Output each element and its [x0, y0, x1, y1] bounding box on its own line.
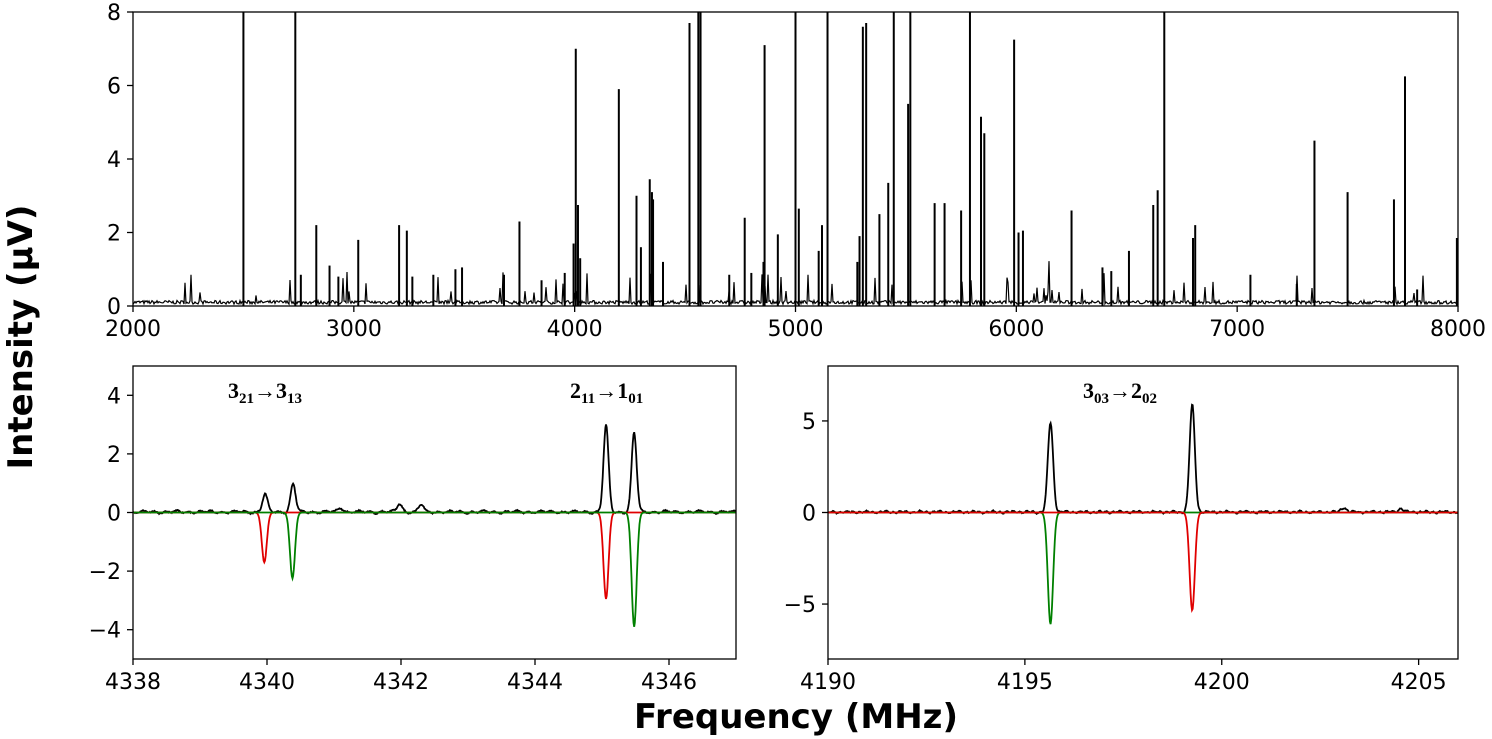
transition-label-211-101: 211→101: [570, 378, 643, 407]
x-tick-label: 4338: [105, 670, 161, 695]
overview-spectrum-panel: 2000 3000 4000 5000 6000 7000 8000 0 2 4 6 8: [105, 1, 1486, 342]
zoom-panel-right: 4190 4195 4200 4205 5 0 −5 303→202: [784, 365, 1459, 695]
x-tick-label: 7000: [1209, 317, 1265, 342]
x-tick-label: 4195: [997, 670, 1053, 695]
x-tick-label: 4344: [507, 670, 563, 695]
plot-frame: [132, 365, 737, 660]
x-tick-label: 4200: [1194, 670, 1250, 695]
y-tick-label: 0: [107, 502, 121, 527]
simulated-red-line: [828, 511, 1458, 613]
transition-label-303-202: 303→202: [1083, 378, 1157, 407]
observed-spectrum-line: [133, 424, 736, 516]
annotation-subscript: 11: [581, 391, 595, 407]
observed-spectrum-line: [828, 403, 1458, 515]
simulated-green-line: [828, 511, 1458, 625]
x-tick-label: 2000: [105, 317, 161, 342]
x-tick-label: 8000: [1430, 317, 1486, 342]
y-tick-label: 5: [802, 410, 816, 435]
x-tick-label: 4340: [239, 670, 295, 695]
y-tick-label: 6: [107, 75, 121, 100]
simulated-green-line: [133, 511, 736, 627]
x-tick-label: 4190: [800, 670, 856, 695]
annotation-subscript: 13: [287, 391, 302, 407]
annotation-text: 2: [570, 378, 581, 403]
annotation-text: →: [254, 378, 276, 403]
y-tick-label: −2: [89, 560, 121, 585]
x-axis-title: Frequency (MHz): [634, 697, 958, 737]
annotation-subscript: 01: [628, 391, 643, 407]
plot-frame: [827, 365, 1459, 660]
annotation-text: 3: [228, 378, 239, 403]
annotation-text: 3: [276, 378, 287, 403]
transition-label-321-313: 321→313: [228, 378, 302, 407]
y-tick-label: 2: [107, 443, 121, 468]
y-tick-label: 2: [107, 222, 121, 247]
x-tick-label: 4346: [641, 670, 697, 695]
plot-frame: [132, 11, 1459, 307]
x-tick-label: 5000: [768, 317, 824, 342]
annotation-text: →: [1109, 378, 1131, 403]
x-tick-label: 4342: [373, 670, 429, 695]
x-tick-label: 4000: [547, 317, 603, 342]
annotation-text: 1: [617, 378, 628, 403]
simulated-red-line: [133, 511, 736, 600]
annotation-text: 3: [1083, 378, 1094, 403]
x-tick-label: 4205: [1391, 670, 1447, 695]
annotation-subscript: 21: [239, 391, 254, 407]
y-tick-label: 4: [107, 384, 121, 409]
y-axis-title: Intensity (μV): [1, 205, 41, 470]
y-tick-label: −5: [784, 593, 816, 618]
annotation-text: 2: [1131, 378, 1142, 403]
x-tick-label: 3000: [326, 317, 382, 342]
annotation-subscript: 02: [1142, 391, 1157, 407]
y-tick-label: 0: [107, 295, 121, 320]
y-tick-label: 4: [107, 148, 121, 173]
y-tick-label: −4: [89, 619, 121, 644]
y-tick-label: 0: [802, 502, 816, 527]
x-tick-label: 6000: [988, 317, 1044, 342]
y-tick-label: 8: [107, 1, 121, 26]
annotation-text: →: [595, 378, 617, 403]
annotation-subscript: 03: [1094, 391, 1109, 407]
